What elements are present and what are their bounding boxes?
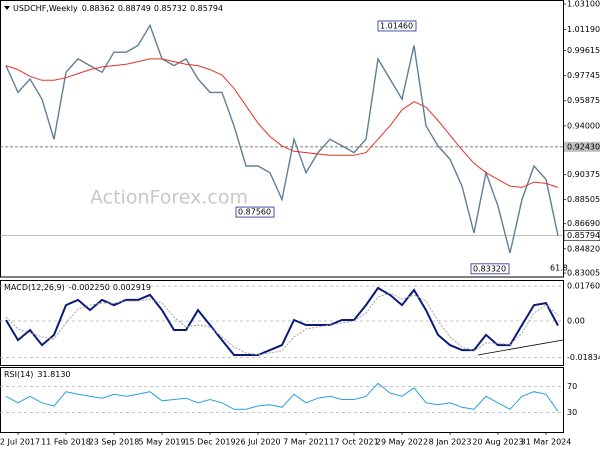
annotation-box <box>377 20 417 32</box>
y-tick-label: 0.94000 <box>567 121 600 130</box>
annotation-label: 0.87560 <box>238 208 271 217</box>
readout: 31.8130 <box>37 370 70 379</box>
x-tick-label: 23 Sep 2018 <box>89 438 140 447</box>
macd-title: MACD(12,26,9) -0.002250 0.002919 <box>4 283 151 292</box>
x-tick-label: 31 Mar 2024 <box>521 438 572 447</box>
y-tick-label: 0.86690 <box>567 219 600 228</box>
y-tick-label: -0.01834 <box>567 353 600 362</box>
title: MACD(12,26,9) <box>4 283 65 292</box>
symbol: USDCHF,Weekly <box>13 4 78 13</box>
x-tick-label: 26 Jul 2020 <box>235 438 280 447</box>
x-tick-label: 20 Aug 2023 <box>472 438 523 447</box>
close: 0.85794 <box>190 4 223 13</box>
annotation-box <box>470 263 510 275</box>
watermark: ActionForex.com <box>90 187 248 209</box>
x-tick-label: 11 Feb 2018 <box>41 438 91 447</box>
level-label: 0.92430 <box>567 142 600 151</box>
fib-label: 61.8 <box>550 264 568 273</box>
y-tick-label: 0.83005 <box>567 269 600 278</box>
y-tick-label: 70 <box>567 382 577 391</box>
price-panel-frame <box>0 0 564 278</box>
x-tick-label: 5 May 2019 <box>138 438 185 447</box>
readout: -0.002250 <box>69 283 110 292</box>
annotation-label: 1.01460 <box>380 21 413 30</box>
x-tick-label: 15 Dec 2019 <box>184 438 235 447</box>
y-tick-label: 1.03100 <box>567 0 600 9</box>
y-tick-label: 0.00 <box>567 317 585 326</box>
y-tick-label: 0.99615 <box>567 46 600 55</box>
menu-icon <box>4 6 10 10</box>
last-price-bg <box>563 230 600 242</box>
open: 0.88362 <box>82 4 115 13</box>
y-tick-label: 0.97745 <box>567 71 600 80</box>
series-line <box>5 286 559 356</box>
high: 0.88749 <box>118 4 151 13</box>
series-line <box>5 382 559 412</box>
x-tick-label: 29 May 2022 <box>376 438 428 447</box>
readout: 0.002919 <box>113 283 151 292</box>
x-tick-label: 8 Jan 2023 <box>429 438 472 447</box>
y-tick-label: 0.84820 <box>567 244 600 253</box>
last-price-label: 0.85794 <box>567 231 600 240</box>
level-label-bg <box>564 141 600 152</box>
annotation-box <box>235 206 275 218</box>
y-tick-label: 0.88505 <box>567 195 600 204</box>
y-tick-label: 0.90375 <box>567 170 600 179</box>
y-tick-label: 0.017603 <box>567 281 600 290</box>
y-tick-label: 1.01190 <box>567 25 600 34</box>
chart-title: USDCHF,Weekly 0.88362 0.88749 0.85732 0.8579… <box>13 4 223 13</box>
annotation-label: 0.83320 <box>473 264 506 273</box>
y-tick-label: 0.95875 <box>567 96 600 105</box>
y-tick-label: 30 <box>567 408 577 417</box>
x-tick-label: 7 Mar 2021 <box>283 438 329 447</box>
series-line <box>5 58 559 188</box>
x-tick-label: 17 Oct 2021 <box>329 438 378 447</box>
title: RSI(14) <box>4 370 33 379</box>
x-tick-label: 2 Jul 2017 <box>0 438 40 447</box>
macd-panel-frame <box>0 280 564 366</box>
series-line <box>5 23 559 254</box>
rsi-panel-frame <box>0 367 564 433</box>
series-line <box>5 292 559 356</box>
low: 0.85732 <box>154 4 187 13</box>
rsi-title: RSI(14) 31.8130 <box>4 370 71 379</box>
trend-line <box>477 339 564 356</box>
